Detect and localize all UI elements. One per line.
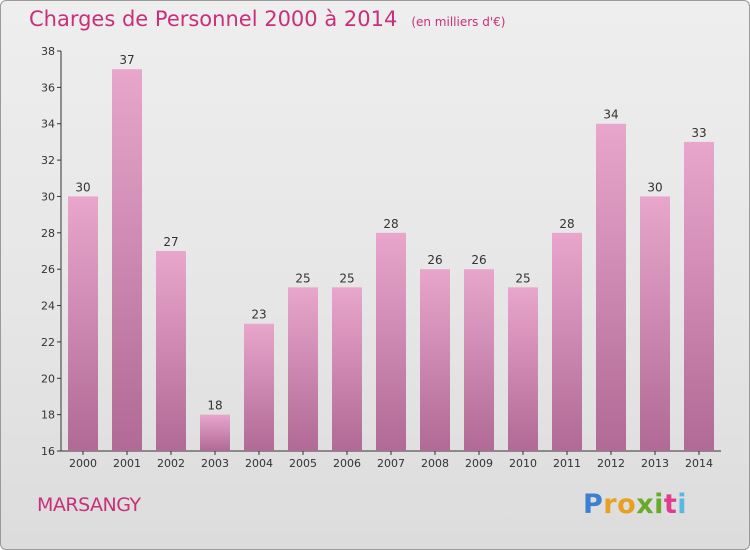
- y-tick-label: 22: [41, 336, 55, 349]
- data-label: 30: [647, 180, 662, 194]
- y-tick-label: 18: [41, 409, 55, 422]
- bar: [596, 123, 626, 452]
- y-tick-label: 16: [41, 445, 55, 458]
- x-tick-label: 2006: [333, 457, 361, 470]
- x-tick-label: 2001: [113, 457, 141, 470]
- x-tick-label: 2012: [597, 457, 625, 470]
- chart-subtitle: (en milliers d'€): [411, 15, 506, 29]
- commune-name: MARSANGY: [37, 494, 141, 516]
- proxiti-logo: Proxiti: [583, 489, 687, 520]
- x-tick-label: 2003: [201, 457, 229, 470]
- y-tick-label: 32: [41, 154, 55, 167]
- bar: [640, 196, 670, 451]
- logo-letter: t: [663, 489, 678, 520]
- data-label: 26: [471, 253, 486, 267]
- bar: [376, 232, 406, 451]
- data-label: 25: [339, 271, 354, 285]
- data-label: 28: [383, 217, 398, 231]
- data-label: 26: [427, 253, 442, 267]
- data-label: 25: [295, 271, 310, 285]
- x-tick-label: 2004: [245, 457, 273, 470]
- bar: [464, 269, 494, 451]
- logo-letter: P: [583, 489, 604, 520]
- x-tick-label: 2009: [465, 457, 493, 470]
- bar: [288, 287, 318, 451]
- bar: [156, 251, 186, 451]
- x-tick-label: 2007: [377, 457, 405, 470]
- y-tick-label: 26: [41, 263, 55, 276]
- y-tick-label: 36: [41, 81, 55, 94]
- x-tick-label: 2010: [509, 457, 537, 470]
- bar: [552, 232, 582, 451]
- bar: [684, 141, 714, 451]
- bar: [508, 287, 538, 451]
- x-tick-label: 2008: [421, 457, 449, 470]
- data-label: 27: [163, 235, 178, 249]
- chart-title: Charges de Personnel 2000 à 2014 (en mill…: [29, 7, 505, 31]
- bar: [420, 269, 450, 451]
- bar: [112, 69, 142, 451]
- data-label: 34: [603, 108, 618, 122]
- data-label: 23: [251, 308, 266, 322]
- data-label: 37: [119, 53, 134, 67]
- y-tick-label: 20: [41, 372, 55, 385]
- data-label: 25: [515, 271, 530, 285]
- logo-letter: i: [654, 489, 664, 520]
- x-tick-label: 2000: [69, 457, 97, 470]
- bar: [332, 287, 362, 451]
- y-tick-label: 28: [41, 227, 55, 240]
- x-tick-label: 2014: [685, 457, 713, 470]
- x-tick-label: 2002: [157, 457, 185, 470]
- x-tick-label: 2011: [553, 457, 581, 470]
- bar: [244, 323, 274, 451]
- y-tick-label: 38: [41, 45, 55, 58]
- data-label: 28: [559, 217, 574, 231]
- logo-letter: o: [617, 489, 637, 520]
- bar: [200, 414, 230, 451]
- logo-letter: x: [636, 489, 655, 520]
- chart-title-text: Charges de Personnel 2000 à 2014: [29, 7, 398, 31]
- bar: [68, 196, 98, 451]
- data-label: 18: [207, 399, 222, 413]
- logo-letter: i: [677, 489, 688, 520]
- y-tick-label: 34: [41, 118, 55, 131]
- y-tick-label: 24: [41, 300, 55, 313]
- logo-letter: r: [603, 489, 618, 520]
- data-label: 30: [75, 180, 90, 194]
- x-tick-label: 2013: [641, 457, 669, 470]
- x-tick-label: 2005: [289, 457, 317, 470]
- y-tick-label: 30: [41, 190, 55, 203]
- data-label: 33: [691, 126, 706, 140]
